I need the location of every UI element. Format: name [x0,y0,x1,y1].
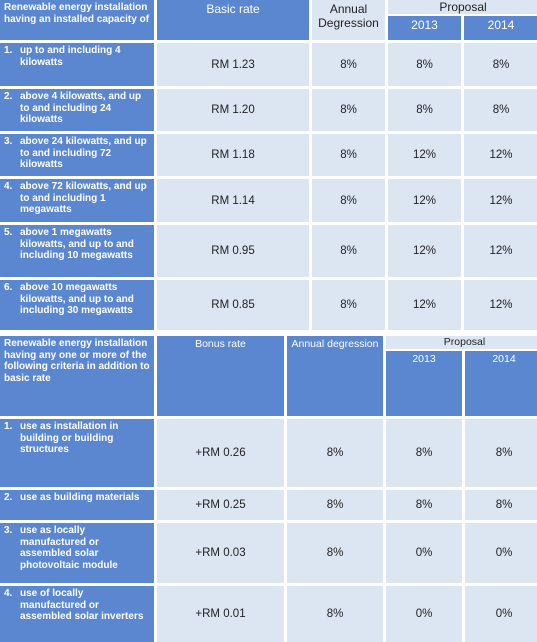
row-label-cell: 2. above 4 kilowatts, and up to and inclu… [0,89,154,131]
proposal-2013-cell: 8% [388,89,461,131]
proposal-2014-cell: 12% [464,225,537,277]
row-number: 6. [4,282,13,293]
proposal-2013-cell: 8% [388,43,461,86]
annual-degression-cell: 8% [312,280,385,330]
proposal-2014-cell: 12% [464,280,537,330]
table-row: 4. use of locally manufactured or assembl… [0,586,537,642]
row-number: 2. [4,91,13,102]
row-number: 2. [4,492,13,503]
row-label: use of locally manufactured or assembled… [20,588,144,622]
table2-header-2013: 2013 [386,351,462,416]
row-label-cell: 3. above 24 kilowatts, and up to and incl… [0,134,154,176]
table2-header-2014: 2014 [465,351,537,416]
rate-cell: RM 1.14 [157,179,309,222]
row-label: use as installation in building or build… [20,421,119,455]
proposal-2014-cell: 12% [464,179,537,222]
row-number: 4. [4,588,13,599]
table2-header-row: Renewable energy installation having any… [0,336,537,416]
table1-header-2013: 2013 [388,16,461,40]
proposal-2013-cell: 0% [386,586,462,642]
annual-degression-cell: 8% [312,43,385,86]
table1-header-proposal: Proposal [388,0,537,16]
row-number: 5. [4,227,13,238]
rate-cell: +RM 0.01 [157,586,284,642]
table1-header-annual-degression: Annual Degression [312,0,385,40]
annual-degression-cell: 8% [287,523,383,583]
row-label: above 4 kilowatts, and up to and includi… [20,91,142,125]
row-label-cell: 5. above 1 megawatts kilowatts, and up to… [0,225,154,277]
rate-cell: RM 0.95 [157,225,309,277]
row-label: above 1 megawatts kilowatts, and up to a… [20,227,134,261]
annual-degression-cell: 8% [312,134,385,176]
rate-cell: RM 1.23 [157,43,309,86]
table1-header-proposal-group: Proposal 2013 2014 [388,0,537,40]
table-row: 3. use as locally manufactured or assembl… [0,523,537,583]
row-label-cell: 1. up to and including 4 kilowatts [0,43,154,86]
annual-degression-cell: 8% [287,586,383,642]
proposal-2014-cell: 8% [464,43,537,86]
proposal-2013-cell: 12% [388,280,461,330]
row-label-cell: 3. use as locally manufactured or assembl… [0,523,154,583]
row-number: 1. [4,421,13,432]
table2-header-annual-degression: Annual degression [287,336,383,416]
rate-cell: +RM 0.03 [157,523,284,583]
row-label: above 72 kilowatts, and up to and includ… [20,181,147,215]
rate-cell: RM 1.20 [157,89,309,131]
row-label: use as building materials [20,492,140,503]
feed-in-tariff-bonus-rate-table: Renewable energy installation having any… [0,336,537,642]
rate-cell: +RM 0.26 [157,419,284,487]
table2-header-criteria: Renewable energy installation having any… [0,336,154,416]
table2-header-proposal-group: Proposal 2013 2014 [386,336,537,416]
row-label: above 10 megawatts kilowatts, and up to … [20,282,134,316]
table-row: 6. above 10 megawatts kilowatts, and up t… [0,280,537,330]
table2-header-bonus-rate: Bonus rate [157,336,284,416]
rate-cell: RM 0.85 [157,280,309,330]
row-label-cell: 4. use of locally manufactured or assembl… [0,586,154,642]
table-row: 5. above 1 megawatts kilowatts, and up to… [0,225,537,277]
row-number: 4. [4,181,13,192]
row-label-cell: 6. above 10 megawatts kilowatts, and up t… [0,280,154,330]
table2-header-proposal: Proposal [386,336,537,351]
table1-header-2014: 2014 [464,16,537,40]
annual-degression-cell: 8% [312,89,385,131]
proposal-2013-cell: 0% [386,523,462,583]
proposal-2014-cell: 8% [465,490,537,520]
row-number: 1. [4,45,13,56]
row-label: up to and including 4 kilowatts [20,45,121,68]
annual-degression-cell: 8% [287,419,383,487]
annual-degression-cell: 8% [287,490,383,520]
annual-degression-cell: 8% [312,225,385,277]
row-label-cell: 4. above 72 kilowatts, and up to and incl… [0,179,154,222]
proposal-2014-cell: 0% [465,523,537,583]
proposal-2013-cell: 12% [388,179,461,222]
row-label: use as locally manufactured or assembled… [20,525,118,571]
row-label-cell: 2. use as building materials [0,490,154,520]
table1-header-basic-rate: Basic rate [157,0,309,40]
proposal-2013-cell: 12% [388,225,461,277]
proposal-2014-cell: 12% [464,134,537,176]
proposal-2014-cell: 8% [465,419,537,487]
table-row: 2. above 4 kilowatts, and up to and inclu… [0,89,537,131]
table-row: 4. above 72 kilowatts, and up to and incl… [0,179,537,222]
annual-degression-cell: 8% [312,179,385,222]
row-label: above 24 kilowatts, and up to and includ… [20,136,147,170]
table-row: 1. up to and including 4 kilowatts RM 1.23… [0,43,537,86]
proposal-2014-cell: 0% [465,586,537,642]
row-number: 3. [4,525,13,536]
feed-in-tariff-basic-rate-table: Renewable energy installation having an … [0,0,537,330]
table-row: 3. above 24 kilowatts, and up to and incl… [0,134,537,176]
row-number: 3. [4,136,13,147]
proposal-2013-cell: 8% [386,490,462,520]
proposal-2014-cell: 8% [464,89,537,131]
rate-cell: RM 1.18 [157,134,309,176]
table1-header-capacity: Renewable energy installation having an … [0,0,154,40]
rate-cell: +RM 0.25 [157,490,284,520]
proposal-2013-cell: 12% [388,134,461,176]
proposal-2013-cell: 8% [386,419,462,487]
table-row: 1. use as installation in building or bui… [0,419,537,487]
table1-header-row: Renewable energy installation having an … [0,0,537,40]
row-label-cell: 1. use as installation in building or bui… [0,419,154,487]
table-row: 2. use as building materials +RM 0.25 8% 8% 8… [0,490,537,520]
